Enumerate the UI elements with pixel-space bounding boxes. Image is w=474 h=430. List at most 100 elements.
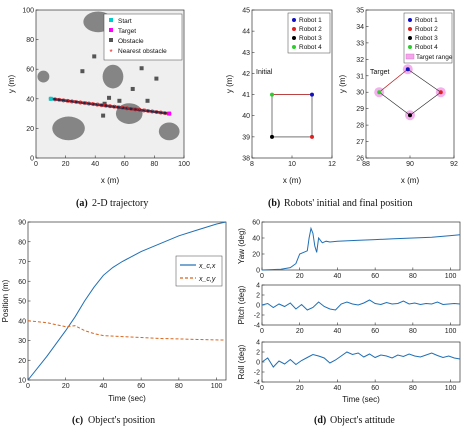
y-tick-label: 40 — [26, 96, 34, 103]
panel-b-initial-title: Initial — [256, 69, 273, 76]
target-robot-marker — [405, 67, 410, 72]
y-tick-label: 42 — [242, 71, 250, 78]
target-legend-robot2: Robot 2 — [415, 26, 438, 33]
legend-target: Target — [118, 28, 136, 35]
y-tick-label: 60 — [18, 279, 26, 286]
panel-b-caption-label: (b) — [268, 198, 280, 209]
panel-c-caption: Object's position — [88, 415, 155, 426]
x-tick-label: 100 — [445, 385, 457, 392]
nearest-obstacle-marker: * — [91, 102, 94, 109]
panel-b-initial-ylabel: y (m) — [225, 75, 234, 94]
obstacle-cell — [92, 54, 97, 59]
obstacle — [158, 122, 180, 141]
x-tick-label: 0 — [260, 385, 264, 392]
trajectory-point — [120, 105, 125, 110]
trajectory-point — [91, 102, 96, 107]
panel-b-initial-legend: Robot 1 Robot 2 Robot 3 Robot 4 — [287, 12, 331, 54]
trajectory-point — [65, 98, 70, 103]
x-tick-label: 20 — [296, 385, 304, 392]
attitude-line-2 — [261, 351, 461, 368]
panel-d-roll-ylabel: Roll (deg) — [237, 344, 246, 379]
x-tick-label: 90 — [406, 161, 414, 168]
x-tick-label: 80 — [151, 161, 159, 168]
y-tick-label: 28 — [356, 123, 364, 130]
panel-d-xlabel: Time (sec) — [342, 395, 380, 404]
panel-b-robots: 8 10 12 38 39 40 41 42 43 44 45 88 90 92 26 27 28 29 30 31 3… — [225, 8, 458, 210]
target-robot-marker — [438, 90, 443, 95]
initial-legend-robot4: Robot 4 — [299, 44, 322, 51]
y-tick-label: -2 — [254, 370, 260, 377]
panel-b-target-legend: Robot 1 Robot 2 Robot 3 Robot 4 Target r… — [403, 12, 453, 64]
obstacle-cell — [102, 101, 107, 106]
panel-a-xlabel: x (m) — [101, 176, 120, 185]
panel-a-ticks: 0 20 40 60 80 100 0 20 40 60 80 100 — [22, 8, 190, 169]
x-tick-label: 10 — [288, 161, 296, 168]
trajectory-point — [154, 109, 159, 115]
panel-c-caption-label: (c) — [72, 415, 83, 426]
y-tick-label: 4 — [256, 283, 260, 290]
x-tick-label: 100 — [445, 328, 457, 335]
panel-d-caption-label: (d) — [314, 415, 326, 426]
x-tick-label: 20 — [296, 328, 304, 335]
nearest-obstacle-marker: * — [138, 108, 141, 115]
x-tick-label: 92 — [450, 161, 458, 168]
x-tick-label: 80 — [409, 328, 417, 335]
y-tick-label: -4 — [254, 380, 260, 387]
x-tick-label: 80 — [175, 383, 183, 390]
trajectory-point — [133, 107, 138, 112]
y-tick-label: 40 — [18, 318, 26, 325]
panel-d-marks — [261, 226, 461, 368]
obstacle — [52, 116, 85, 141]
initial-robot-marker — [270, 92, 274, 97]
y-tick-label: 35 — [356, 8, 364, 15]
x-tick-label: 8 — [250, 161, 254, 168]
obstacle-cell — [145, 98, 150, 103]
x-tick-label: 100 — [211, 383, 223, 390]
y-tick-label: 0 — [256, 303, 260, 310]
y-tick-label: 34 — [356, 24, 364, 31]
target-robot-marker — [377, 90, 382, 95]
obstacle-cell — [154, 76, 159, 81]
y-tick-label: 30 — [18, 338, 26, 345]
y-tick-label: 43 — [242, 50, 250, 57]
panel-b-initial-xlabel: x (m) — [283, 176, 302, 185]
initial-robot-marker — [310, 134, 314, 139]
trajectory-point — [61, 98, 66, 103]
target-legend-range: Target range — [416, 54, 453, 61]
trajectory-point — [137, 107, 142, 112]
trajectory-point — [95, 102, 100, 107]
trajectory-point — [57, 97, 62, 102]
x-tick-label: 0 — [26, 383, 30, 390]
initial-robot-marker — [310, 92, 314, 97]
y-tick-label: 33 — [356, 40, 364, 47]
panel-b-ticks: 8 10 12 38 39 40 41 42 43 44 45 88 90 92 26 27 28 29 30 31 3… — [242, 8, 458, 169]
panel-c-position: 0 20 40 60 80 100 10 20 30 40 50 60 70 80 90 Time (sec… — [1, 220, 227, 426]
x-tick-label: 40 — [334, 273, 342, 280]
trajectory-point — [103, 103, 108, 108]
target-marker — [167, 111, 172, 116]
y-tick-label: 0 — [30, 156, 34, 163]
panel-d-roll-plot-area — [261, 341, 461, 383]
trajectory-point — [129, 106, 134, 111]
y-tick-label: 4 — [256, 340, 260, 347]
panel-d-pitch-plot-area — [261, 284, 461, 326]
trajectory-line — [50, 97, 170, 115]
trajectory-point — [150, 109, 155, 114]
target-robot-marker — [408, 113, 412, 118]
obstacle — [102, 64, 124, 89]
y-tick-label: 90 — [18, 220, 26, 227]
legend-xcx: x_c,x — [198, 263, 216, 270]
obstacle-cell — [139, 66, 144, 71]
y-tick-label: 50 — [18, 299, 26, 306]
trajectory-point — [78, 100, 83, 105]
target-edge — [379, 68, 408, 93]
panel-a-caption-label: (a) — [76, 198, 88, 209]
panel-b-caption: Robots' initial and final position — [284, 198, 412, 209]
trajectory-point — [107, 104, 113, 109]
panel-b-target-xlabel: x (m) — [401, 176, 420, 185]
trajectory-point — [112, 104, 117, 109]
y-tick-label: 0 — [256, 360, 260, 367]
x-tick-label: 20 — [62, 383, 70, 390]
